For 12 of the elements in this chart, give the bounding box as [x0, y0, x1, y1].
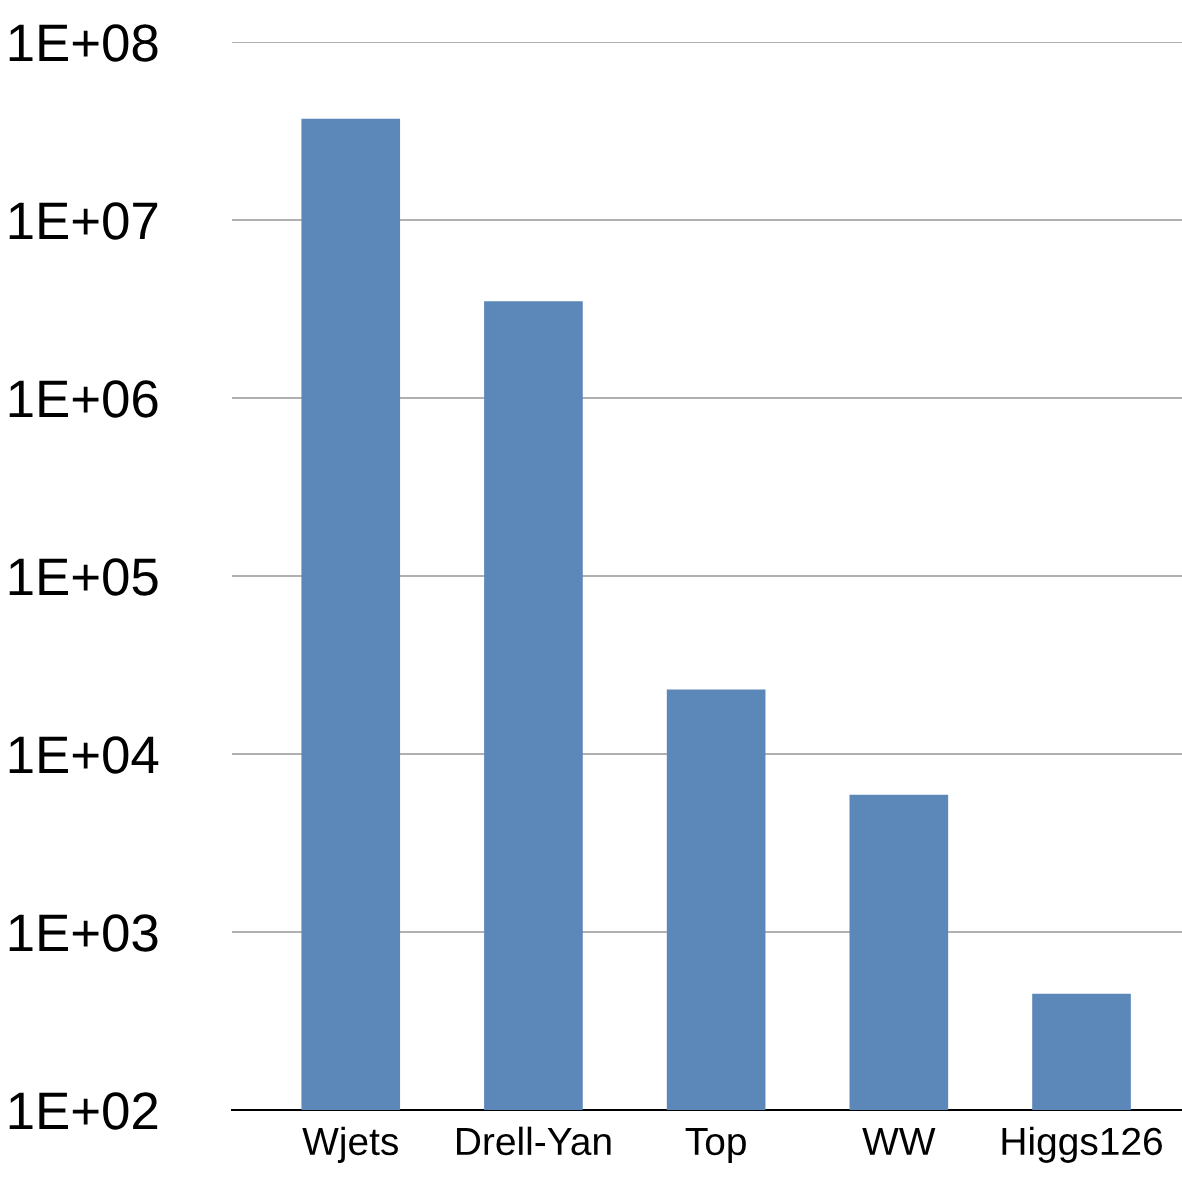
y-tick-label: 1E+02	[9, 1092, 158, 1130]
x-tick-label: Wjets	[302, 1126, 398, 1163]
y-tick-label: 1E+03	[9, 914, 158, 952]
x-tick-label: Top	[685, 1128, 746, 1163]
y-tick-label: 1E+07	[9, 202, 158, 240]
y-tick-label: 1E+05	[9, 558, 158, 596]
x-tick-label: WW	[862, 1128, 936, 1155]
y-tick-label: 1E+08	[9, 24, 158, 62]
x-tick-label: Higgs126	[1002, 1126, 1162, 1163]
y-tick-label: 1E+06	[9, 380, 158, 418]
x-tick-label: Drell-Yan	[457, 1126, 611, 1156]
y-tick-label: 1E+04	[9, 736, 159, 774]
